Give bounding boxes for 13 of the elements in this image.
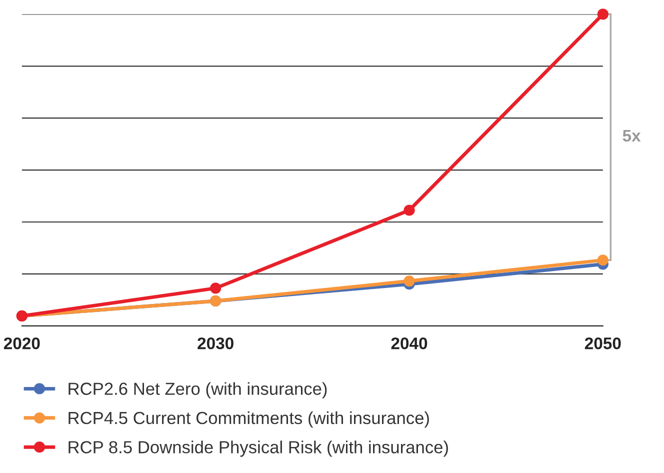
- point: [597, 254, 608, 266]
- legend-label: RCP 8.5 Downside Physical Risk (with insurance): [68, 440, 448, 457]
- x-tick-label: 2020: [4, 337, 40, 350]
- x-tick-label: 2050: [584, 337, 621, 350]
- legend-label: RCP2.6 Net Zero (with insurance): [68, 382, 327, 398]
- point: [597, 8, 608, 20]
- text: 5x: [622, 130, 641, 142]
- x-tick-label: 2040: [391, 337, 428, 350]
- legend-label: RCP4.5 Current Commitments (with insurance): [68, 411, 429, 428]
- point: [404, 204, 415, 216]
- x-tick-label: 2030: [198, 337, 234, 350]
- point: [210, 282, 222, 294]
- point: [404, 275, 415, 287]
